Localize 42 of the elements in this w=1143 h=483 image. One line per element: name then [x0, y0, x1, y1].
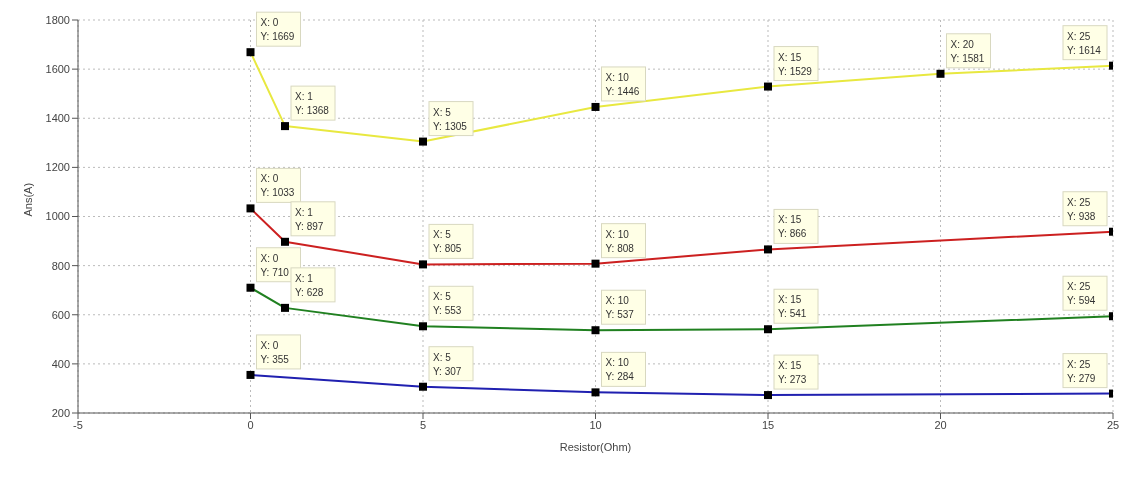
y-axis-title: Ans(A) [21, 182, 34, 217]
annotation: X: 5 Y: 553 [433, 291, 462, 317]
y-tick-label: 200 [51, 406, 70, 419]
annotation: X: 1 Y: 628 [295, 272, 324, 298]
annotation: X: 15 Y: 273 [778, 360, 807, 386]
annotation: X: 0 Y: 355 [260, 339, 290, 365]
x-tick-label: 20 [934, 418, 947, 431]
y-tick-label: 1600 [45, 63, 70, 76]
annotation: X: 1 Y: 897 [295, 206, 324, 232]
x-tick-label: 15 [761, 418, 775, 431]
x-tick-label: 5 [419, 418, 427, 431]
y-tick-label: 1800 [45, 13, 70, 26]
annotation: X: 0 Y: 1033 [260, 173, 295, 199]
y-tick-label: 1000 [45, 210, 70, 223]
y-tick-label: 1400 [45, 112, 70, 125]
annotation: X: 10 Y: 808 [605, 228, 635, 254]
annotation: X: 5 Y: 1305 [433, 106, 468, 132]
annotation: X: 0 Y: 710 [260, 252, 290, 278]
x-tick-label: -5 [73, 418, 83, 431]
y-tick-label: 400 [51, 357, 70, 370]
y-tick-label: 800 [51, 259, 70, 272]
annotation: X: 15 Y: 866 [778, 214, 807, 240]
annotation: X: 10 Y: 284 [605, 357, 635, 383]
annotation: X: 25 Y: 1614 [1067, 30, 1102, 56]
x-axis-title: Resistor(Ohm) [559, 441, 632, 453]
annotation: X: 20 Y: 1581 [950, 38, 985, 64]
annotation: X: 5 Y: 805 [433, 229, 462, 255]
annotation: X: 25 Y: 938 [1067, 196, 1096, 222]
annotation: X: 15 Y: 541 [778, 294, 807, 320]
annotation: X: 10 Y: 1446 [605, 71, 640, 97]
annotation: X: 10 Y: 537 [605, 295, 635, 321]
annotation: X: 5 Y: 307 [433, 351, 462, 377]
annotation: X: 25 Y: 594 [1067, 281, 1096, 307]
annotation: X: 25 Y: 279 [1067, 358, 1096, 384]
y-tick-label: 600 [51, 308, 70, 321]
annotation: X: 0 Y: 1669 [260, 17, 295, 43]
y-tick-label: 1200 [45, 161, 70, 174]
annotation: X: 15 Y: 1529 [778, 51, 813, 77]
annotation: X: 1 Y: 1368 [295, 91, 330, 117]
x-tick-label: 25 [1106, 418, 1120, 431]
x-tick-label: 0 [247, 418, 254, 431]
x-tick-label: 10 [589, 418, 602, 431]
